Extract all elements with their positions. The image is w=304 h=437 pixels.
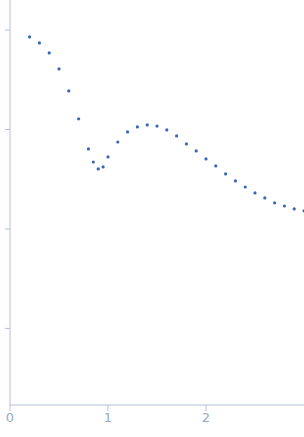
svg-text:0: 0 (8, 410, 14, 425)
svg-text:2: 2 (202, 410, 210, 425)
svg-text:1: 1 (104, 410, 112, 425)
